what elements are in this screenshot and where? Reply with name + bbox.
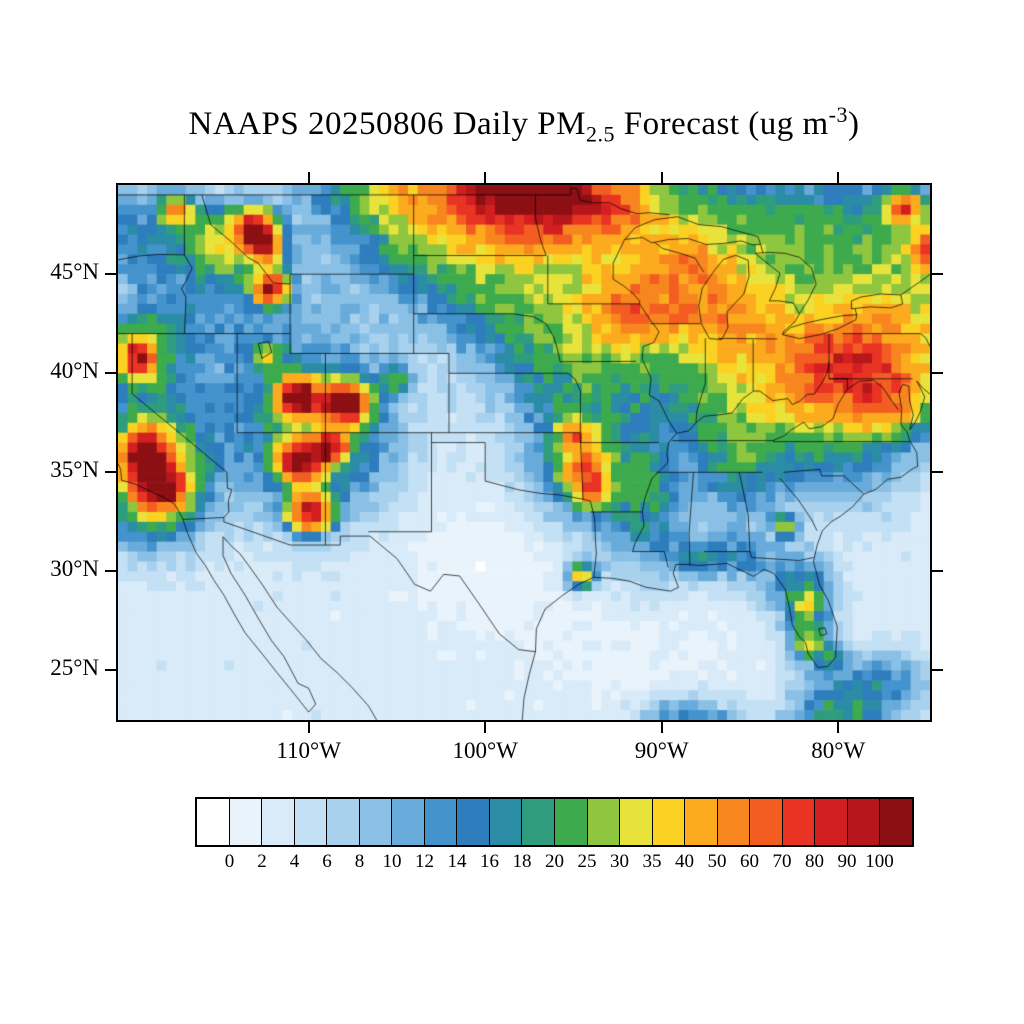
- colorbar-cell: [555, 799, 588, 845]
- colorbar-tick-label: 6: [322, 851, 332, 872]
- colorbar-cell: [294, 799, 328, 845]
- x-tick-label: 90°W: [634, 738, 689, 763]
- colorbar: [195, 797, 914, 847]
- colorbar-cell: [685, 799, 718, 845]
- colorbar-cell: [717, 799, 751, 845]
- y-axis-tick-left: [105, 372, 116, 375]
- colorbar-cell: [424, 799, 458, 845]
- x-tick-label: 80°W: [811, 738, 866, 763]
- colorbar-tick-label: 14: [447, 851, 467, 872]
- colorbar-cell: [652, 799, 686, 845]
- colorbar-tick-label: 30: [610, 851, 629, 872]
- colorbar-cell: [457, 799, 490, 845]
- colorbar-cell: [620, 799, 653, 845]
- y-tick-label: 40°N: [50, 358, 99, 384]
- y-axis-tick-right: [932, 570, 943, 573]
- x-axis-tick-bottom: [660, 722, 663, 733]
- y-axis-tick-left: [105, 669, 116, 672]
- x-axis-tick-top: [307, 172, 310, 183]
- colorbar-tick-label: 50: [707, 851, 727, 872]
- title-suffix: ): [848, 106, 860, 142]
- colorbar-cell: [522, 799, 556, 845]
- title-subscript: 2.5: [585, 121, 615, 147]
- colorbar-cell: [262, 799, 295, 845]
- colorbar-tick-label: 16: [480, 851, 499, 872]
- title-prefix: NAAPS 20250806 Daily PM: [188, 106, 586, 142]
- map-plot-area: [116, 183, 932, 722]
- x-axis-tick-bottom: [484, 722, 487, 733]
- colorbar-cell: [587, 799, 621, 845]
- x-tick-label: 110°W: [276, 738, 341, 763]
- colorbar-cell: [815, 799, 848, 845]
- colorbar-cell: [489, 799, 523, 845]
- y-axis-tick-right: [932, 372, 943, 375]
- x-axis-tick-top: [660, 172, 663, 183]
- x-axis-tick-top: [484, 172, 487, 183]
- colorbar-cell: [847, 799, 881, 845]
- y-tick-label: 45°N: [50, 259, 99, 285]
- y-tick-label: 35°N: [50, 457, 99, 483]
- colorbar-tick-label: 0: [224, 851, 235, 872]
- colorbar-cell: [229, 799, 263, 845]
- colorbar-cell: [392, 799, 425, 845]
- colorbar-tick-label: 60: [740, 851, 759, 872]
- colorbar-tick-label: 12: [415, 851, 434, 872]
- x-axis-tick-bottom: [307, 722, 310, 733]
- colorbar-tick-label: 35: [642, 851, 662, 872]
- colorbar-tick-label: 18: [512, 851, 532, 872]
- title-middle: Forecast (ug m: [614, 106, 829, 142]
- colorbar-tick-label: 2: [257, 851, 267, 872]
- colorbar-cell: [750, 799, 783, 845]
- colorbar-tick-label: 10: [382, 851, 402, 872]
- colorbar-cell: [327, 799, 360, 845]
- chart-title: NAAPS 20250806 Daily PM2.5 Forecast (ug …: [108, 104, 940, 146]
- pm25-heatmap-canvas: [118, 185, 930, 720]
- y-axis-tick-right: [932, 273, 943, 276]
- colorbar-tick-label: 20: [545, 851, 564, 872]
- y-axis-tick-left: [105, 273, 116, 276]
- colorbar-cell: [359, 799, 393, 845]
- colorbar-tick-label: 80: [805, 851, 824, 872]
- title-superscript: -3: [828, 102, 848, 127]
- colorbar-tick-label: 25: [577, 851, 597, 872]
- y-axis-tick-right: [932, 471, 943, 474]
- colorbar-cell: [880, 799, 913, 845]
- y-tick-label: 30°N: [50, 556, 99, 582]
- x-axis-tick-bottom: [837, 722, 840, 733]
- colorbar-tick-label: 4: [289, 851, 300, 872]
- y-axis-tick-right: [932, 669, 943, 672]
- y-axis-tick-left: [105, 570, 116, 573]
- y-axis-tick-left: [105, 471, 116, 474]
- x-tick-label: 100°W: [452, 738, 518, 763]
- y-tick-label: 25°N: [50, 655, 99, 681]
- colorbar-tick-label: 90: [837, 851, 857, 872]
- colorbar-cell: [197, 799, 230, 845]
- x-axis-tick-top: [837, 172, 840, 183]
- colorbar-tick-label: 8: [354, 851, 365, 872]
- colorbar-tick-label: 70: [772, 851, 792, 872]
- colorbar-tick-label: 40: [675, 851, 694, 872]
- colorbar-cell: [782, 799, 816, 845]
- colorbar-tick-label: 100: [865, 851, 894, 872]
